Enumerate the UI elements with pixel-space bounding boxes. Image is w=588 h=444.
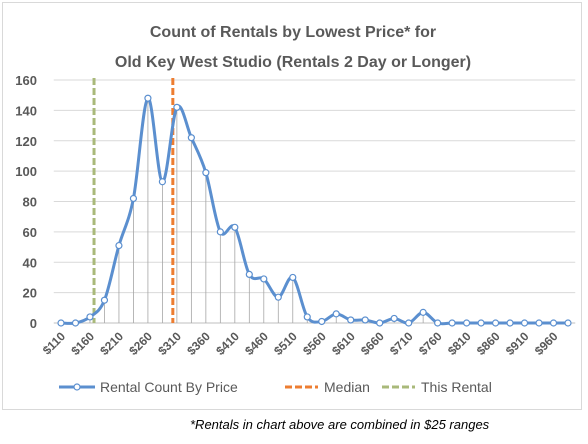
data-point [405,319,413,327]
data-point [564,319,572,327]
y-tick-label: 0 [30,316,37,331]
data-point [86,313,94,321]
footnote: *Rentals in chart above are combined in … [190,417,490,432]
chart-frame: Count of Rentals by Lowest Price* for Ol… [2,2,582,410]
data-point [202,169,210,177]
legend-item-this-rental: This Rental [382,379,492,395]
data-point [100,296,109,304]
legend-marker-rental-count [73,383,81,391]
x-tick-label: $460 [242,329,271,358]
x-tick-label: $110 [40,329,69,358]
data-point [376,319,384,327]
y-tick-label: 60 [23,225,37,240]
chart-title-line-2: Old Key West Studio (Rentals 2 Day or Lo… [115,54,471,71]
y-tick-label: 100 [15,164,37,179]
series-line-rental-count [60,96,568,326]
x-tick-label: $360 [184,329,213,358]
chart: Count of Rentals by Lowest Price* for Ol… [15,24,576,395]
data-point [390,314,398,323]
legend-label-this-rental: This Rental [421,379,492,395]
legend-item-median: Median [285,379,370,395]
data-point [463,319,471,327]
x-tick-label: $610 [329,329,358,358]
legend-item-rental-count: Rental Count By Price [59,379,238,395]
x-tick-label: $810 [445,329,474,358]
y-tick-label: 140 [15,103,37,118]
data-point [57,319,65,327]
data-point [231,223,239,231]
x-axis-ticks: $110 $160 $210 $260 $310 $360 $410 $460 $510 $560… [40,329,561,358]
x-tick-label: $210 [97,329,126,358]
y-tick-label: 160 [15,73,37,88]
data-point [71,319,80,327]
data-point [549,319,558,327]
data-point [216,228,224,236]
data-point [506,319,514,327]
data-point [477,319,485,327]
data-point [158,178,166,186]
legend: Rental Count By Price Median This Rental [59,379,492,395]
data-point [332,310,340,318]
x-tick-label: $410 [213,329,242,358]
data-point [144,94,152,102]
x-tick-label: $160 [68,329,97,358]
x-tick-label: $560 [300,329,329,358]
data-point [260,275,268,283]
data-point [274,293,282,301]
x-tick-label: $960 [532,329,561,358]
data-point [129,194,138,203]
chart-title-line-1: Count of Rentals by Lowest Price* for [150,24,436,41]
data-point [289,273,297,282]
legend-label-median: Median [324,379,370,395]
data-point [361,316,369,324]
y-tick-label: 80 [23,195,37,210]
x-tick-label: $260 [126,329,155,358]
x-tick-label: $660 [358,329,387,358]
y-tick-label: 120 [15,134,37,149]
data-point [245,270,253,278]
x-tick-label: $910 [503,329,532,358]
data-point [434,319,442,327]
x-tick-label: $310 [155,329,184,358]
data-point [318,317,326,326]
x-tick-label: $510 [271,329,300,358]
series-lines [60,96,568,326]
data-point [303,313,311,321]
data-point [347,316,355,324]
x-tick-label: $710 [387,329,416,358]
x-tick-label: $860 [474,329,503,358]
data-point [491,319,500,327]
data-point [448,319,456,327]
series-markers [57,94,572,327]
drop-lines [89,98,424,323]
data-point [173,103,181,111]
y-tick-label: 40 [23,255,37,270]
data-point [520,319,529,327]
data-point [419,308,427,316]
data-point [115,241,123,250]
y-tick-label: 20 [23,286,37,301]
y-axis-ticks: 0 20 40 60 80 100 120 140 160 [15,73,37,331]
x-tick-label: $760 [416,329,445,358]
data-point [535,319,543,327]
legend-label-rental-count: Rental Count By Price [100,379,238,395]
data-point [187,134,195,142]
